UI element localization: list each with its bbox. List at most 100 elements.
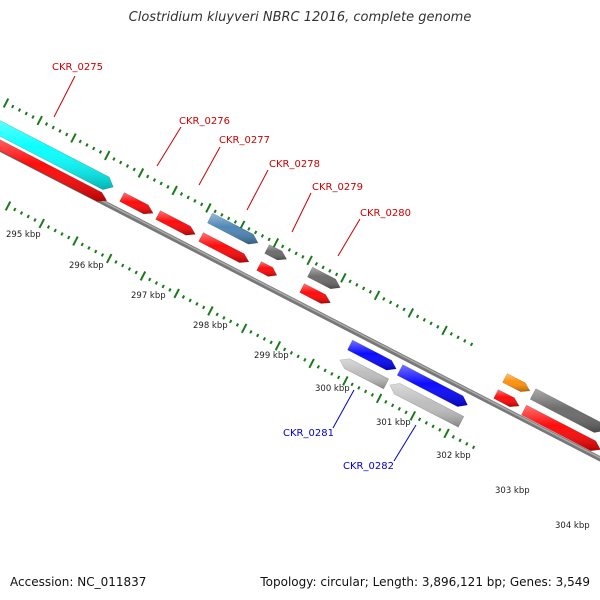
minor-tick xyxy=(87,246,91,250)
major-tick xyxy=(38,218,45,229)
minor-tick xyxy=(336,375,341,380)
genome-summary-text: Topology: circular; Length: 3,896,121 bp… xyxy=(260,575,590,589)
minor-tick xyxy=(303,358,307,362)
minor-tick xyxy=(283,347,287,352)
minor-tick xyxy=(458,438,462,443)
gene-label-ckr-0279[interactable]: CKR_0279 xyxy=(312,182,363,193)
gene-arrow-orange[interactable] xyxy=(502,373,531,392)
minor-tick xyxy=(202,305,206,310)
gene-label-ckr-0277[interactable]: CKR_0277 xyxy=(219,135,270,146)
minor-tick xyxy=(229,319,233,324)
gene-label-ckr-0282[interactable]: CKR_0282 xyxy=(343,461,394,472)
minor-tick xyxy=(181,295,186,299)
gene-arrow-blue[interactable] xyxy=(347,339,397,371)
minor-tick xyxy=(465,441,469,446)
gene-ckr-0278-arrow[interactable] xyxy=(264,244,287,261)
minor-tick xyxy=(46,225,51,229)
gene-arrow-red[interactable] xyxy=(155,210,196,236)
gene-label-ckr-0276[interactable]: CKR_0276 xyxy=(179,116,230,127)
minor-tick xyxy=(44,122,49,126)
minor-tick xyxy=(260,234,265,238)
minor-tick xyxy=(11,104,15,109)
major-tick xyxy=(308,358,315,369)
gene-ckr-0281-arrow[interactable] xyxy=(339,358,390,390)
minor-tick xyxy=(384,399,388,404)
minor-tick xyxy=(200,202,204,207)
minor-tick xyxy=(148,277,152,282)
minor-tick xyxy=(471,445,476,450)
gene-label-ckr-0281[interactable]: CKR_0281 xyxy=(283,428,334,439)
minor-tick xyxy=(67,235,71,240)
kbp-label: 296 kbp xyxy=(69,261,104,271)
gene-arrow-red[interactable] xyxy=(198,232,250,263)
kbp-scale-labels: 295 kbp 296 kbp 297 kbp 298 kbp 299 kbp … xyxy=(6,230,590,531)
minor-tick xyxy=(438,427,442,432)
minor-tick xyxy=(80,242,84,247)
gene-labels: CKR_0275 CKR_0276 CKR_0277 CKR_0278 CKR_… xyxy=(52,62,411,472)
minor-tick xyxy=(429,321,433,326)
major-tick xyxy=(443,428,450,439)
minor-tick xyxy=(357,385,361,390)
minor-tick xyxy=(348,279,352,284)
gene-ckr-0282-arrow[interactable] xyxy=(389,383,465,428)
major-tick xyxy=(171,185,178,196)
gene-label-ckr-0280[interactable]: CKR_0280 xyxy=(360,208,411,219)
minor-tick xyxy=(31,115,35,119)
kbp-label: 298 kbp xyxy=(193,321,228,331)
minor-tick xyxy=(370,392,374,397)
minor-tick xyxy=(289,351,294,355)
major-tick xyxy=(306,255,313,266)
minor-tick xyxy=(161,284,165,289)
minor-tick xyxy=(294,251,298,256)
map-title: Clostridium kluyveri NBRC 12016, complet… xyxy=(128,10,472,25)
gene-ckr-0277-arrow[interactable] xyxy=(207,212,259,245)
gene-ckr-0280-arrow[interactable] xyxy=(299,283,331,304)
minor-tick xyxy=(33,218,37,222)
major-tick xyxy=(342,375,349,386)
gene-arrow-red[interactable] xyxy=(119,192,154,215)
major-tick xyxy=(272,238,280,248)
gene-arrow-red[interactable] xyxy=(521,404,600,452)
minor-tick xyxy=(395,303,399,308)
minor-tick xyxy=(382,296,386,301)
minor-tick xyxy=(301,255,305,259)
minor-tick xyxy=(328,269,332,273)
minor-tick xyxy=(350,382,354,387)
gene-label-ckr-0275[interactable]: CKR_0275 xyxy=(52,62,103,73)
minor-tick xyxy=(195,302,199,306)
minor-tick xyxy=(361,286,366,291)
minor-tick xyxy=(134,270,138,275)
gene-arrow-blue[interactable] xyxy=(396,364,468,407)
accession-text: Accession: NC_011837 xyxy=(10,575,147,589)
minor-tick xyxy=(451,434,455,439)
gene-ckr-0275-arrow[interactable] xyxy=(0,112,114,190)
minor-tick xyxy=(355,282,359,287)
minor-tick xyxy=(424,420,428,425)
minor-tick xyxy=(456,335,460,340)
gene-arrow-red[interactable] xyxy=(493,389,520,408)
minor-tick xyxy=(121,263,125,268)
major-tick xyxy=(375,393,383,404)
kbp-label: 302 kbp xyxy=(436,451,471,461)
gene-label-ckr-0278[interactable]: CKR_0278 xyxy=(269,159,320,170)
minor-tick xyxy=(287,248,292,252)
gene-ckr-0279-arrow[interactable] xyxy=(307,266,341,290)
gene-arrow-grey[interactable] xyxy=(529,388,600,433)
minor-tick xyxy=(186,195,190,200)
major-tick xyxy=(2,98,10,108)
gene-arrow-red[interactable] xyxy=(0,134,108,202)
major-tick xyxy=(373,290,381,301)
minor-tick xyxy=(193,199,197,203)
gene-arrow-red[interactable] xyxy=(256,261,278,277)
kbp-label: 300 kbp xyxy=(315,384,350,394)
major-tick xyxy=(409,410,417,421)
minor-tick xyxy=(127,267,132,271)
minor-tick xyxy=(422,317,426,322)
minor-tick xyxy=(256,333,260,338)
minor-tick xyxy=(132,167,136,172)
minor-tick xyxy=(65,132,69,137)
kbp-label: 301 kbp xyxy=(376,418,411,428)
minor-tick xyxy=(363,389,368,394)
minor-tick xyxy=(415,314,420,319)
